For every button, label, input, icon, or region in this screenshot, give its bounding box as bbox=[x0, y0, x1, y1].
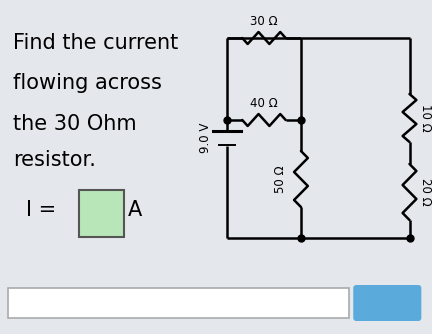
Text: Find the current: Find the current bbox=[13, 33, 178, 53]
Text: I =: I = bbox=[25, 200, 63, 220]
Text: ?: ? bbox=[95, 204, 107, 224]
FancyBboxPatch shape bbox=[353, 285, 421, 321]
FancyBboxPatch shape bbox=[79, 190, 124, 237]
Text: 40 Ω: 40 Ω bbox=[250, 97, 278, 110]
Text: A: A bbox=[128, 200, 142, 220]
Text: the 30 Ohm: the 30 Ohm bbox=[13, 114, 137, 134]
Text: 9.0 V: 9.0 V bbox=[199, 123, 212, 153]
Text: 50 Ω: 50 Ω bbox=[274, 165, 287, 193]
Text: flowing across: flowing across bbox=[13, 73, 162, 94]
Text: 10 Ω: 10 Ω bbox=[419, 104, 432, 132]
Bar bbox=[8, 288, 349, 318]
Text: Enter: Enter bbox=[365, 296, 410, 311]
Text: 30 Ω: 30 Ω bbox=[250, 15, 278, 28]
Text: 20 Ω: 20 Ω bbox=[419, 178, 432, 206]
Text: resistor.: resistor. bbox=[13, 150, 95, 170]
